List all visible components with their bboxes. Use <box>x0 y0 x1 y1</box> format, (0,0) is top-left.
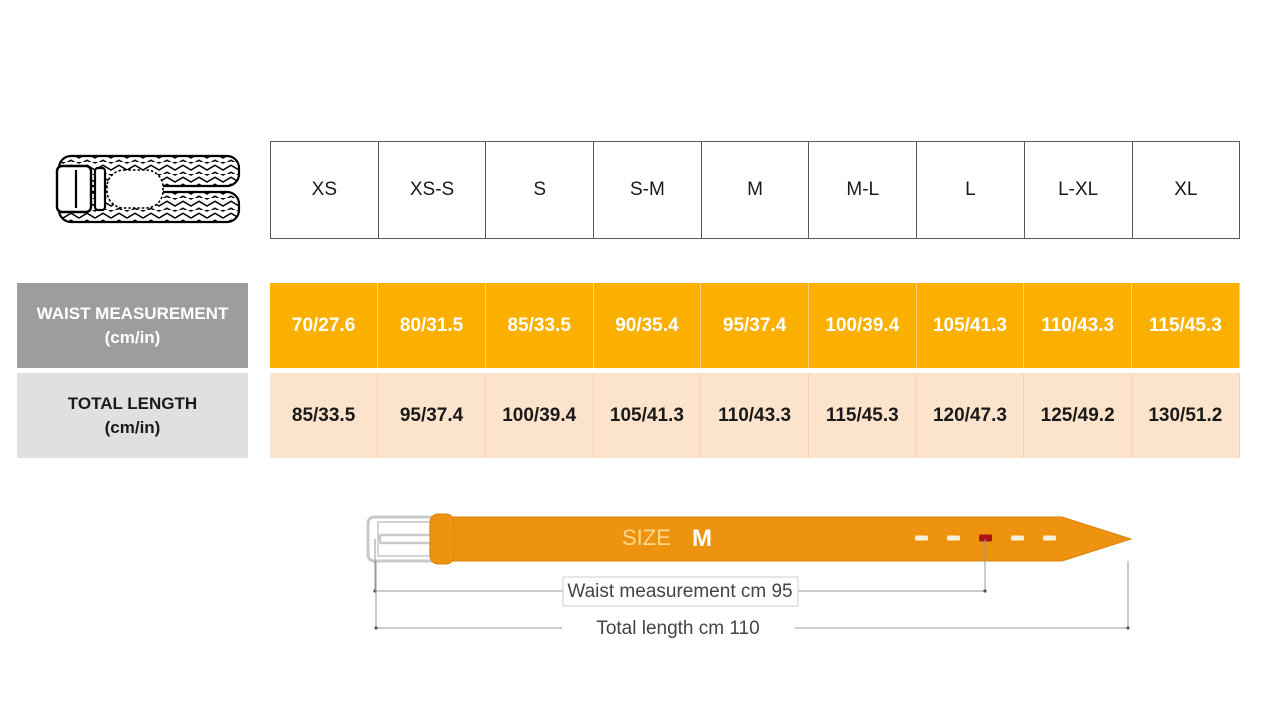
svg-text:M: M <box>692 525 712 552</box>
svg-text:SIZE: SIZE <box>622 525 671 550</box>
svg-text:Total length cm 110: Total length cm 110 <box>596 618 759 639</box>
svg-text:Waist measurement cm 95: Waist measurement cm 95 <box>567 581 792 602</box>
